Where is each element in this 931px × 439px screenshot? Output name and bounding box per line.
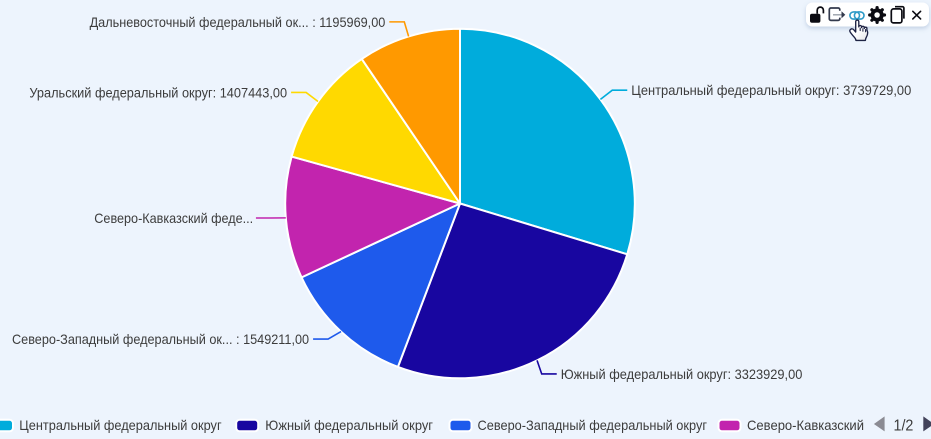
svg-text:Уральский федеральный округ: 1: Уральский федеральный округ: 1407443,00 <box>29 84 287 100</box>
svg-text:Северо-Кавказский: Северо-Кавказский <box>747 417 864 433</box>
svg-text:Северо-Кавказский феде...: Северо-Кавказский феде... <box>94 210 253 226</box>
svg-text:Южный федеральный округ: 33239: Южный федеральный округ: 3323929,00 <box>561 366 803 382</box>
svg-text:Северо-Западный федеральный ок: Северо-Западный федеральный округ <box>478 417 708 433</box>
svg-text:Дальневосточный федеральный ок: Дальневосточный федеральный ок... : 1195… <box>90 14 386 30</box>
svg-text:1/2: 1/2 <box>894 418 914 435</box>
svg-text:Центральный федеральный округ:: Центральный федеральный округ: 3739729,0… <box>631 82 911 98</box>
svg-text:Южный федеральный округ: Южный федеральный округ <box>265 417 433 433</box>
svg-text:Центральный федеральный округ: Центральный федеральный округ <box>19 417 221 433</box>
svg-text:Северо-Западный федеральный ок: Северо-Западный федеральный ок... : 1549… <box>12 331 309 347</box>
